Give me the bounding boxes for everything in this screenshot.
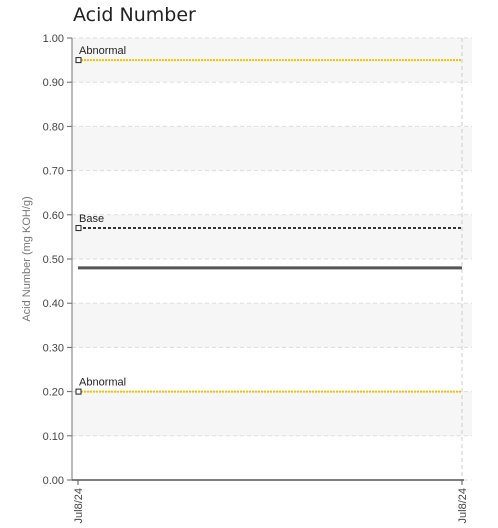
reference-line-label: Abnormal [79, 377, 126, 389]
grid-band [72, 391, 472, 436]
y-tick-label: 0.60 [43, 210, 64, 222]
y-tick-label: 0.30 [43, 342, 64, 354]
x-tick-label: Jul8/24 [73, 488, 85, 523]
chart-title: Acid Number [73, 4, 196, 26]
x-tick-label: Jul8/24 [457, 488, 469, 523]
y-axis-label: Acid Number (mg KOH/g) [21, 196, 33, 321]
y-tick-label: 0.80 [43, 121, 64, 133]
y-tick-label: 0.20 [43, 387, 64, 399]
grid-band [72, 214, 472, 259]
reference-marker [75, 57, 82, 64]
reference-line-label: Abnormal [79, 45, 126, 57]
y-tick-label: 0.10 [43, 431, 64, 443]
y-tick-label: 0.90 [43, 77, 64, 89]
y-tick-label: 0.50 [43, 254, 64, 266]
reference-marker [75, 225, 82, 232]
y-tick-label: 0.70 [43, 166, 64, 178]
y-tick-label: 0.00 [43, 475, 64, 487]
reference-line-label: Base [79, 213, 104, 225]
reference-marker [75, 388, 82, 395]
y-tick-label: 0.40 [43, 298, 64, 310]
y-tick-label: 1.00 [43, 33, 64, 45]
grid-band [72, 126, 472, 171]
grid-band [72, 303, 472, 348]
